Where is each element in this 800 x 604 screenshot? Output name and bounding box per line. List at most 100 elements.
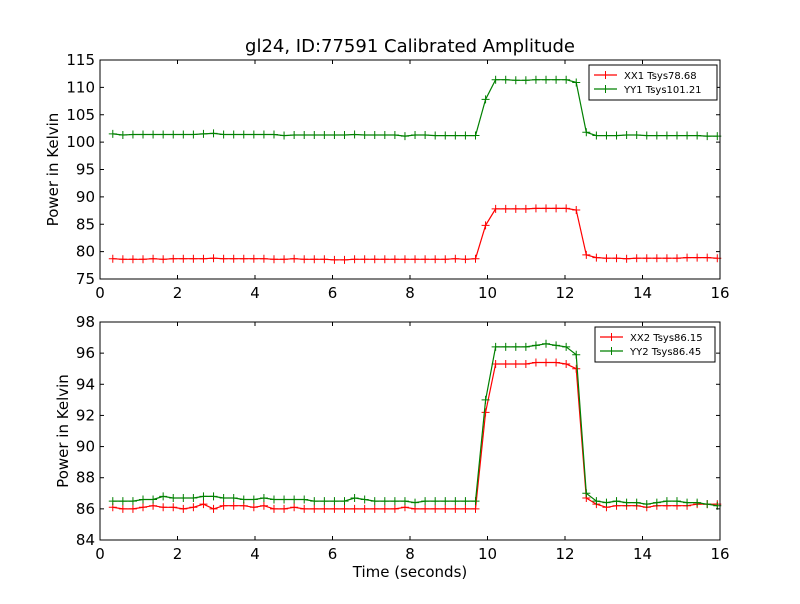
data-point	[259, 130, 268, 139]
data-point	[269, 495, 278, 504]
data-point	[572, 206, 581, 215]
data-point	[582, 250, 591, 259]
data-point	[521, 342, 530, 351]
x-tick-label: 2	[173, 284, 183, 302]
data-point	[259, 501, 268, 510]
x-tick-label: 4	[250, 545, 260, 563]
data-point	[290, 503, 299, 512]
y-tick-label: 92	[76, 406, 95, 424]
data-point	[501, 204, 510, 213]
data-point	[239, 130, 248, 139]
data-point	[360, 504, 369, 513]
data-point	[592, 497, 601, 506]
data-point	[461, 255, 470, 264]
data-point	[411, 255, 420, 264]
data-point	[380, 255, 389, 264]
data-point	[481, 408, 490, 417]
data-point	[179, 504, 188, 513]
data-point	[128, 130, 137, 139]
data-point	[118, 504, 127, 513]
data-point	[693, 253, 702, 262]
y-tick-label: 96	[76, 344, 95, 362]
chart-title: gl24, ID:77591 Calibrated Amplitude	[245, 36, 575, 57]
data-point	[199, 254, 208, 263]
legend-marker-2	[601, 85, 610, 93]
legend-marker-2	[607, 347, 616, 355]
data-point	[139, 255, 148, 264]
y-tick-label: 88	[76, 469, 95, 487]
data-point	[229, 254, 238, 263]
data-point	[642, 500, 651, 509]
data-point	[521, 204, 530, 213]
data-point	[310, 497, 319, 506]
data-point	[189, 130, 198, 139]
y-tick-label: 80	[76, 243, 95, 261]
data-point	[622, 254, 631, 263]
data-point	[441, 131, 450, 140]
x-tick-label: 6	[328, 545, 338, 563]
data-point	[269, 504, 278, 513]
series-markers-2	[108, 339, 722, 510]
data-point	[380, 131, 389, 140]
y-tick-label: 105	[66, 106, 95, 124]
x-tick-label: 16	[710, 545, 729, 563]
data-point	[108, 129, 117, 138]
data-point	[542, 204, 551, 213]
y-tick-label: 110	[66, 78, 95, 96]
data-point	[350, 493, 359, 502]
data-point	[280, 131, 289, 140]
data-point	[572, 364, 581, 373]
data-point	[219, 130, 228, 139]
data-point	[451, 131, 460, 140]
data-point	[421, 504, 430, 513]
data-point	[612, 497, 621, 506]
data-point	[169, 503, 178, 512]
data-point	[219, 493, 228, 502]
data-point	[632, 498, 641, 507]
subplot-1: 0 2 4 6 8 10 12 14 16 75 80 85 90 95 100 105 110 115 gl24,…	[44, 36, 730, 302]
data-point	[199, 129, 208, 138]
data-point	[209, 129, 218, 138]
data-point	[189, 254, 198, 263]
x-tick-label: 10	[478, 545, 497, 563]
x-tick-label: 8	[405, 284, 415, 302]
data-point	[562, 342, 571, 351]
data-point	[582, 128, 591, 137]
data-point	[471, 254, 480, 263]
data-point	[501, 360, 510, 369]
data-point	[249, 503, 258, 512]
data-point	[118, 131, 127, 140]
data-point	[320, 131, 329, 140]
data-point	[421, 131, 430, 140]
data-point	[400, 497, 409, 506]
series-markers-1	[108, 204, 722, 264]
y-tick-label: 86	[76, 500, 95, 518]
x-tick-label: 12	[555, 545, 574, 563]
x-tick-label: 0	[95, 545, 105, 563]
data-point	[511, 360, 520, 369]
data-point	[481, 95, 490, 104]
data-point	[259, 254, 268, 263]
data-point	[370, 497, 379, 506]
data-point	[380, 497, 389, 506]
data-point	[521, 76, 530, 85]
y-tick-label: 95	[76, 161, 95, 179]
data-point	[219, 501, 228, 510]
data-point	[199, 500, 208, 509]
data-point	[662, 131, 671, 140]
data-point	[662, 254, 671, 263]
data-point	[531, 75, 540, 84]
data-point	[491, 75, 500, 84]
data-point	[572, 350, 581, 359]
data-point	[149, 130, 158, 139]
data-point	[552, 341, 561, 350]
data-point	[672, 254, 681, 263]
legend-marker-1	[601, 71, 610, 79]
legend-label-2: YY1 Tsys101.21	[623, 85, 702, 96]
x-tick-label: 14	[633, 545, 652, 563]
y-tick-label: 84	[76, 531, 95, 549]
y-tick-label: 75	[76, 270, 95, 288]
y-tick-label: 100	[66, 133, 95, 151]
data-point	[209, 492, 218, 501]
data-point	[159, 492, 168, 501]
